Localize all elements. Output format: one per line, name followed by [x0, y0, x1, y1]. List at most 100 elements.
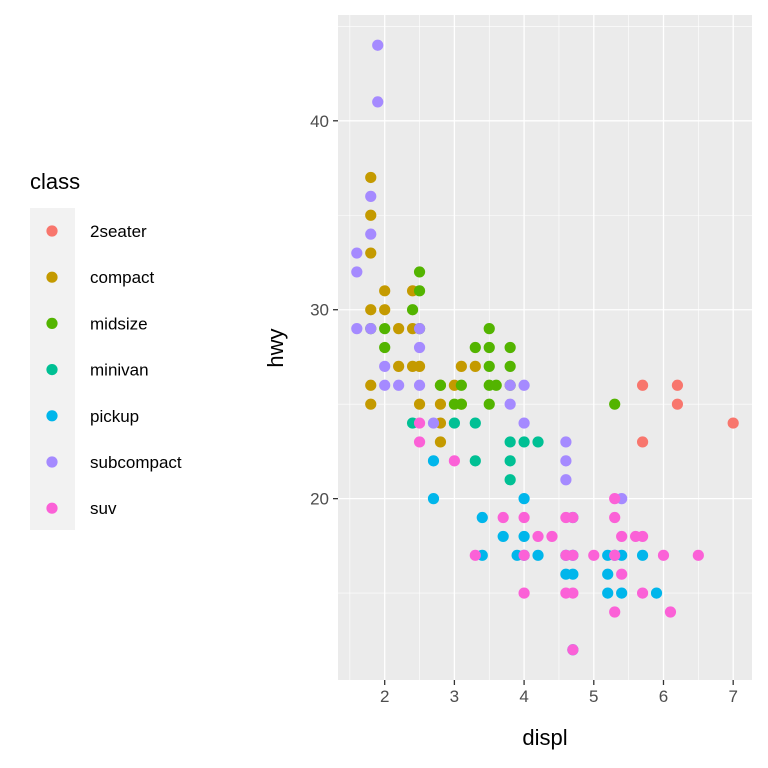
point-compact: [365, 171, 377, 184]
point-compact: [393, 360, 405, 372]
data-points: [351, 39, 739, 656]
point-suv: [616, 568, 628, 580]
point-suv: [532, 530, 544, 543]
legend-key-minivan: [46, 364, 58, 376]
x-axis-title: displ: [522, 725, 567, 750]
point-compact: [365, 398, 377, 410]
legend-label-pickup: pickup: [90, 407, 139, 426]
legend-title: class: [30, 169, 80, 194]
legend-label-subcompact: subcompact: [90, 453, 182, 472]
point-subcompact: [379, 379, 391, 391]
point-pickup: [650, 587, 663, 599]
point-suv: [636, 530, 649, 543]
point-suv: [546, 530, 558, 543]
point-midsize: [379, 323, 391, 335]
x-tick-label: 6: [659, 687, 668, 706]
point-pickup: [427, 493, 440, 505]
point-midsize: [379, 341, 391, 354]
point-compact: [413, 398, 426, 410]
point-2seater: [671, 398, 684, 410]
point-subcompact: [560, 436, 572, 448]
point-compact: [469, 360, 481, 372]
point-suv: [518, 511, 530, 524]
legend-label-compact: compact: [90, 268, 155, 287]
point-midsize: [609, 398, 621, 410]
point-suv: [497, 511, 509, 524]
point-suv: [692, 549, 704, 561]
point-minivan: [532, 436, 544, 448]
point-subcompact: [365, 228, 377, 240]
legend-label-minivan: minivan: [90, 361, 149, 380]
point-compact: [413, 360, 426, 372]
point-minivan: [469, 417, 481, 429]
point-compact: [365, 304, 377, 316]
point-midsize: [504, 360, 516, 372]
legend-key-subcompact: [46, 456, 58, 468]
point-midsize: [504, 341, 516, 354]
legend-key-midsize: [46, 317, 58, 329]
point-subcompact: [351, 323, 363, 335]
y-tick-label: 30: [310, 301, 329, 320]
point-subcompact: [518, 379, 530, 391]
point-pickup: [532, 549, 544, 561]
point-subcompact: [393, 379, 405, 391]
point-2seater: [636, 436, 649, 448]
point-2seater: [671, 379, 684, 391]
panel-background: [338, 15, 752, 680]
point-midsize: [455, 379, 467, 391]
point-midsize: [490, 379, 502, 391]
point-suv: [469, 549, 481, 561]
x-tick-label: 4: [519, 687, 528, 706]
point-midsize: [483, 323, 495, 335]
point-compact: [455, 360, 467, 372]
point-midsize: [483, 360, 495, 372]
point-minivan: [504, 474, 516, 486]
y-tick-label: 40: [310, 112, 329, 131]
point-subcompact: [504, 398, 516, 410]
point-subcompact: [351, 266, 363, 278]
point-subcompact: [365, 323, 377, 335]
point-2seater: [727, 417, 739, 429]
point-suv: [609, 606, 621, 618]
x-tick-label: 2: [380, 687, 389, 706]
point-suv: [609, 549, 621, 561]
point-suv: [588, 549, 600, 561]
point-suv: [413, 436, 426, 448]
point-compact: [434, 398, 447, 410]
point-minivan: [448, 417, 460, 429]
point-minivan: [518, 436, 530, 448]
legend-label-suv: suv: [90, 499, 117, 518]
point-compact: [365, 209, 377, 221]
legend-key-suv: [46, 502, 58, 514]
point-suv: [567, 511, 579, 524]
point-suv: [518, 587, 530, 599]
point-compact: [379, 304, 391, 316]
point-subcompact: [372, 39, 384, 51]
point-subcompact: [427, 417, 440, 429]
point-suv: [609, 493, 621, 505]
legend-key-compact: [46, 271, 58, 283]
point-subcompact: [351, 247, 363, 259]
x-tick-label: 7: [728, 687, 737, 706]
point-midsize: [406, 304, 419, 316]
point-suv: [413, 417, 426, 429]
point-midsize: [469, 341, 481, 354]
y-tick-label: 20: [310, 490, 329, 509]
point-compact: [379, 285, 391, 297]
x-tick-label: 3: [450, 687, 459, 706]
point-suv: [664, 606, 677, 618]
point-compact: [434, 436, 447, 448]
point-subcompact: [560, 455, 572, 467]
point-midsize: [413, 266, 426, 278]
point-subcompact: [372, 96, 384, 108]
point-suv: [448, 455, 460, 467]
point-subcompact: [379, 360, 391, 372]
x-tick-label: 5: [589, 687, 598, 706]
point-compact: [365, 379, 377, 391]
point-midsize: [483, 398, 495, 410]
point-subcompact: [365, 190, 377, 202]
point-pickup: [497, 530, 509, 543]
legend-label-2seater: 2seater: [90, 222, 147, 241]
point-pickup: [602, 568, 614, 580]
